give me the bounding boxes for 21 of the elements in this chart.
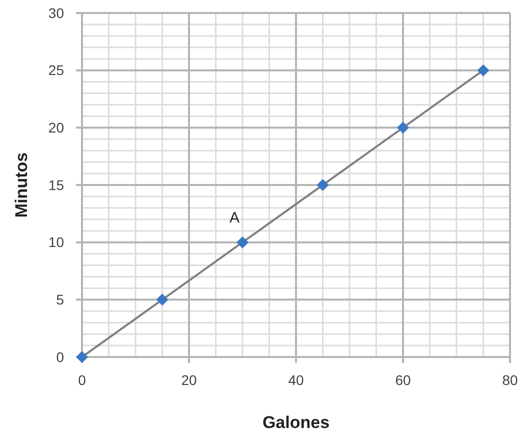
y-tick-label: 25 (48, 62, 64, 78)
y-tick-label: 10 (48, 234, 64, 250)
y-tick-label: 5 (56, 292, 64, 308)
y-axis-title: Minutos (12, 152, 31, 218)
x-tick-label: 40 (288, 372, 304, 388)
y-tick-label: 30 (48, 4, 64, 21)
point (76, 351, 88, 363)
x-axis-title: Galones (262, 413, 330, 432)
point (477, 64, 490, 76)
x-tick-label: 60 (395, 372, 411, 388)
point (397, 122, 409, 134)
y-tick-label: 0 (56, 348, 64, 365)
annotation: A (229, 209, 240, 226)
x-tick-label: 0 (78, 372, 86, 388)
x-tick-label: 20 (181, 372, 197, 388)
point (316, 179, 329, 191)
point (236, 236, 248, 248)
y-tick-label: 15 (48, 176, 64, 193)
y-tick-label: 20 (48, 120, 64, 136)
x-tick-label: 80 (502, 372, 518, 388)
point (156, 294, 168, 306)
